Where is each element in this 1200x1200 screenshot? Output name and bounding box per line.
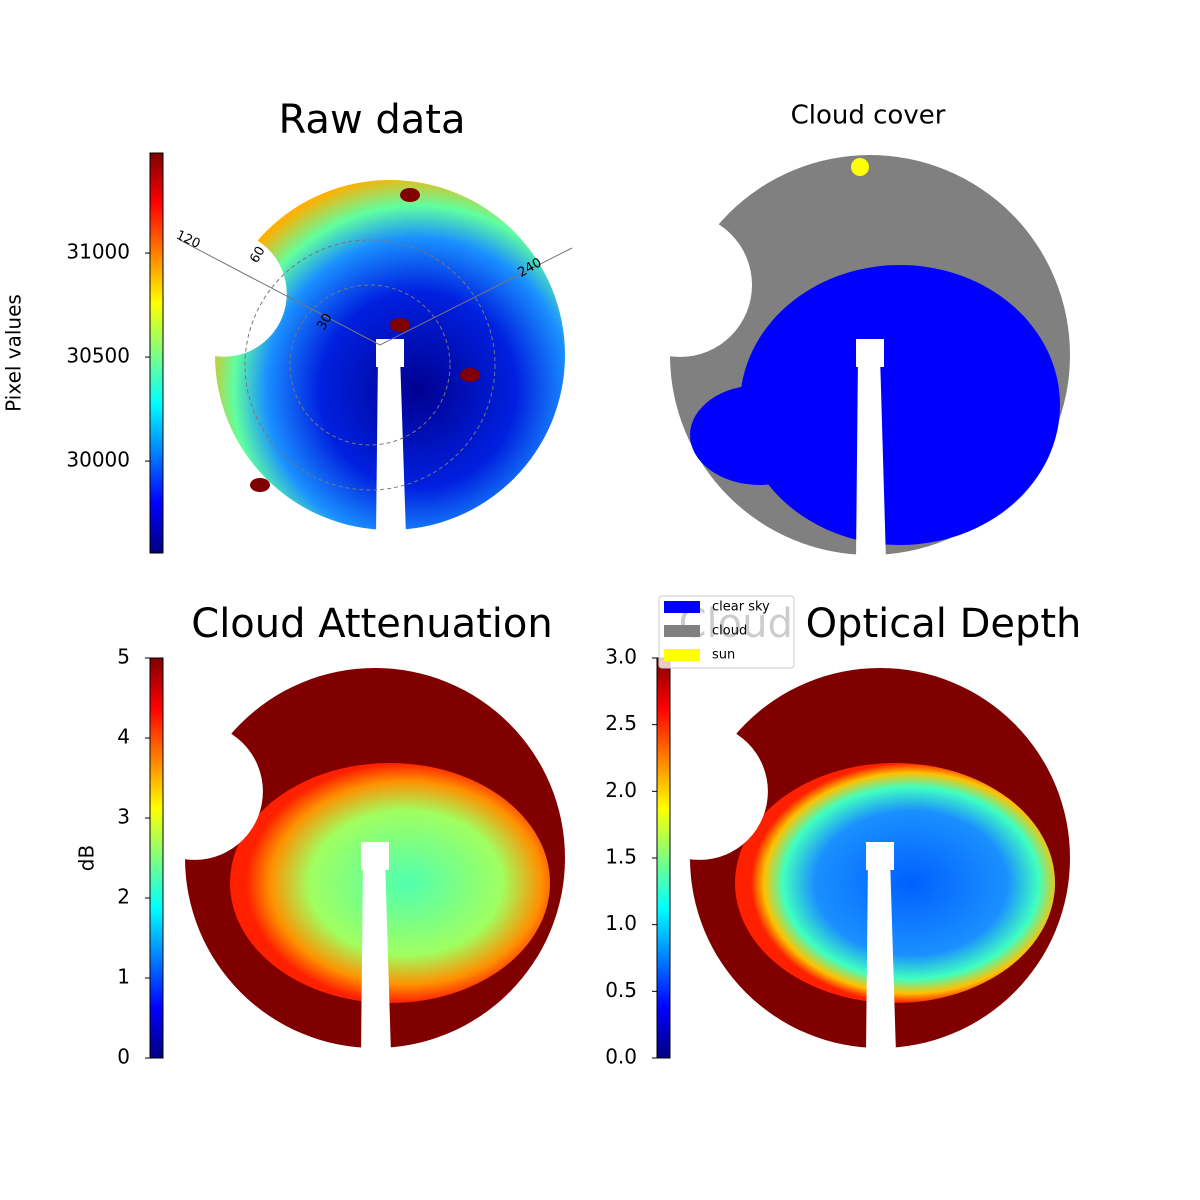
legend-swatch bbox=[664, 601, 700, 613]
colorbar-tick-label: 1.0 bbox=[605, 911, 637, 935]
polar-axis bbox=[379, 247, 573, 346]
polar-label: 30 bbox=[314, 311, 335, 333]
clear-sky-region bbox=[740, 265, 1060, 545]
cloud-blob bbox=[250, 478, 270, 492]
colorbar-tick-label: 5 bbox=[117, 645, 130, 669]
cloud-blob bbox=[460, 368, 480, 382]
colorbar-tick-label: 30500 bbox=[66, 344, 130, 368]
inner-region bbox=[735, 763, 1055, 1003]
image-mask bbox=[361, 858, 391, 1054]
image-mask bbox=[376, 339, 404, 367]
image-mask bbox=[160, 230, 287, 357]
colorbar-tick-label: 3 bbox=[117, 805, 130, 829]
panel-title: Cloud Attenuation bbox=[191, 601, 552, 647]
colorbar-tick-label: 0.5 bbox=[605, 978, 637, 1002]
legend-label: sun bbox=[712, 648, 735, 663]
colorbar-tick-label: 1.5 bbox=[605, 845, 637, 869]
colorbar-tick-label: 2 bbox=[117, 885, 130, 909]
legend-swatch bbox=[664, 625, 700, 637]
colorbar-tick-label: 0 bbox=[117, 1045, 130, 1069]
colorbar-tick-label: 0.0 bbox=[605, 1045, 637, 1069]
sun-marker bbox=[851, 158, 869, 176]
cloud-blob bbox=[400, 188, 420, 202]
inner-region bbox=[230, 763, 550, 1003]
colorbar-tick-label: 2.0 bbox=[605, 778, 637, 802]
image-mask bbox=[866, 842, 894, 870]
colorbar bbox=[149, 152, 164, 554]
legend-label: clear sky bbox=[712, 600, 770, 615]
legend-swatch bbox=[664, 649, 700, 661]
colorbar-tick-label: 3.0 bbox=[605, 645, 637, 669]
polar-grid bbox=[289, 284, 451, 446]
legend-label: cloud bbox=[712, 624, 747, 639]
image-mask bbox=[856, 355, 886, 561]
colorbar-tick-label: 4 bbox=[117, 725, 130, 749]
image-mask bbox=[376, 355, 406, 536]
colorbar-tick-label: 1 bbox=[117, 965, 130, 989]
colorbar-tick-label: 30000 bbox=[66, 448, 130, 472]
colorbar bbox=[656, 657, 671, 1059]
image-mask bbox=[631, 723, 768, 860]
colorbar-tick-label: 31000 bbox=[66, 240, 130, 264]
polar-grid bbox=[244, 239, 496, 491]
panel: Cloud cover bbox=[608, 101, 1070, 561]
image-mask bbox=[866, 858, 896, 1054]
legend: clear sky cloud sun bbox=[658, 595, 795, 669]
colorbar-label: Pixel values bbox=[2, 294, 26, 412]
image-mask bbox=[856, 339, 884, 367]
image-mask bbox=[361, 842, 389, 870]
image-mask bbox=[126, 723, 263, 860]
colorbar-tick-label: 2.5 bbox=[605, 711, 637, 735]
colorbar bbox=[149, 657, 164, 1059]
cloud-blob bbox=[390, 318, 410, 332]
panel: Cloud Attenuation 0 1 2 3 4 5 dB bbox=[75, 601, 565, 1069]
polar-axis bbox=[179, 239, 381, 346]
clear-sky-region bbox=[690, 385, 830, 485]
image-mask bbox=[608, 213, 752, 357]
panel-title: Raw data bbox=[279, 97, 466, 143]
polar-label: 60 bbox=[247, 244, 268, 266]
panel-title: Cloud cover bbox=[791, 101, 946, 131]
colorbar-label: dB bbox=[75, 845, 99, 871]
